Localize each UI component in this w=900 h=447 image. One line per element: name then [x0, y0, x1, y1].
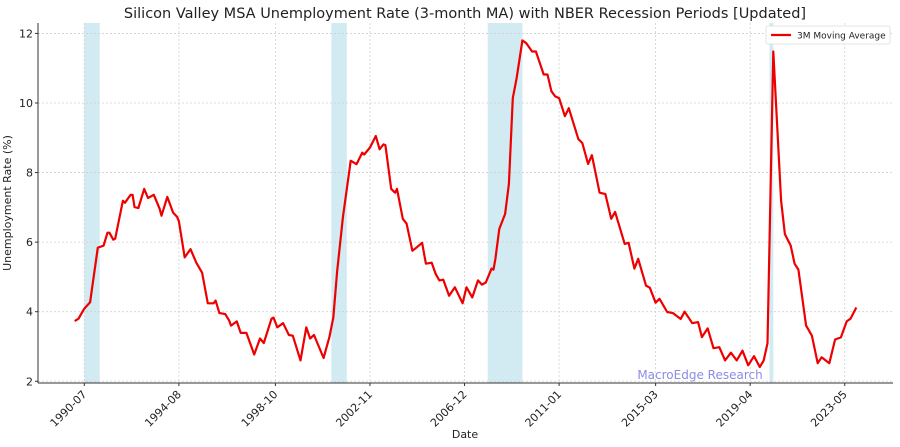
x-axis: 1990-07 1994-08 1998-10 2002-11 2006-12 2011-… — [48, 383, 850, 430]
y-tick-label: 6 — [26, 236, 33, 249]
x-tick-label: 2023-05 — [808, 388, 850, 430]
x-tick-label: 2015-03 — [619, 388, 661, 430]
x-tick-label: 2011-01 — [523, 388, 565, 430]
y-axis-label: Unemployment Rate (%) — [1, 135, 14, 271]
x-tick-label: 1994-08 — [142, 388, 184, 430]
y-tick-label: 10 — [19, 97, 33, 110]
x-axis-label: Date — [452, 428, 479, 441]
recession-band — [769, 23, 774, 383]
recession-bands — [84, 23, 774, 383]
watermark: MacroEdge Research — [637, 368, 762, 382]
grid-lines — [38, 23, 893, 383]
y-tick-label: 4 — [26, 306, 33, 319]
recession-band — [84, 23, 100, 383]
y-tick-label: 8 — [26, 167, 33, 180]
legend-label: 3M Moving Average — [797, 32, 886, 42]
x-tick-label: 2002-11 — [333, 388, 375, 430]
chart-title: Silicon Valley MSA Unemployment Rate (3-… — [124, 6, 806, 22]
legend-box — [765, 25, 891, 45]
x-tick-label: 2019-04 — [714, 388, 756, 430]
x-tick-label: 1990-07 — [48, 388, 90, 430]
legend: 3M Moving Average — [765, 25, 891, 45]
series-line-3m-moving-average — [74, 39, 858, 369]
x-tick-label: 1998-10 — [239, 388, 281, 430]
y-axis: 2 4 6 8 10 12 — [19, 27, 38, 388]
y-tick-label: 2 — [26, 375, 33, 388]
y-tick-label: 12 — [19, 27, 33, 40]
x-tick-label: 2006-12 — [428, 388, 470, 430]
